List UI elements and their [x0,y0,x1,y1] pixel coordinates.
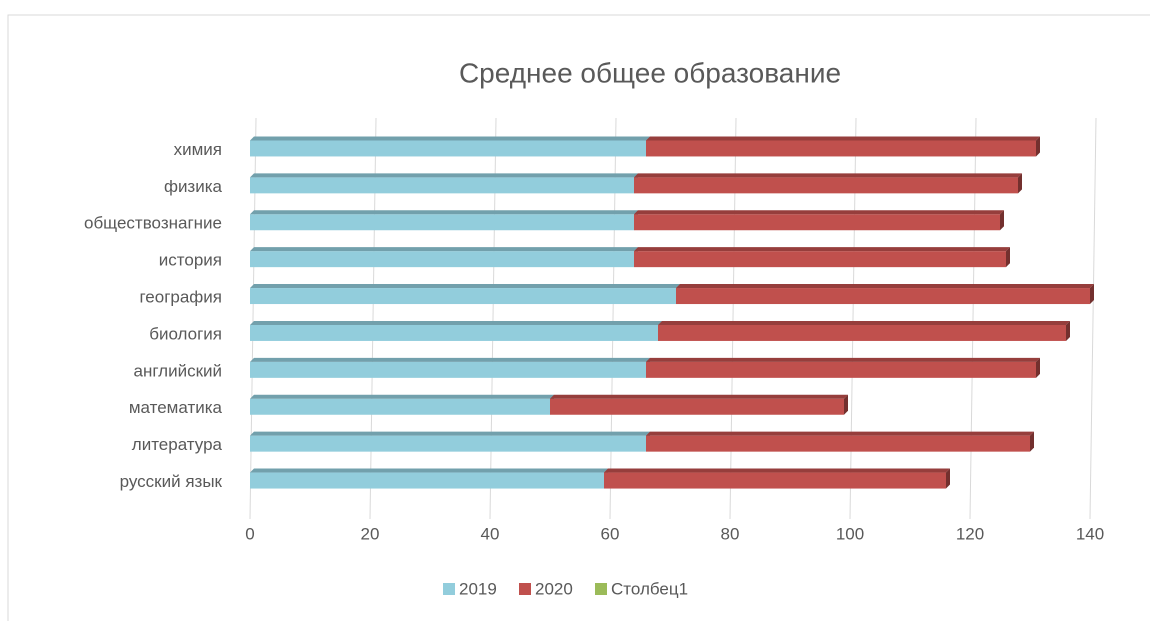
bar-side [1000,210,1004,231]
bar-top [634,210,1004,215]
bar-top [250,357,650,362]
bar-top [634,247,1010,252]
x-tick-label: 140 [1076,524,1104,543]
chart-title: Среднее общее образование [459,57,841,88]
bar [250,324,658,341]
bar-top [604,468,950,473]
bar [634,177,1018,194]
bar-top [250,394,554,399]
bar-top [550,394,848,399]
bar-top [250,136,650,141]
bar-top [250,431,650,436]
bar [250,214,634,231]
bar-top [250,320,662,325]
bar-side [844,394,848,415]
bar-top [250,210,638,215]
bar-side [1030,431,1034,452]
bar-top [250,284,680,289]
x-tick-label: 0 [245,524,254,543]
bar [250,251,634,268]
bar [646,361,1036,378]
bar [634,251,1006,268]
y-tick-label: русский язык [120,472,223,491]
bar [250,288,676,305]
bar [676,288,1090,305]
legend-swatch [443,583,455,595]
y-tick-label: литература [132,435,223,454]
legend-label: 2020 [535,579,573,598]
bar [250,140,646,157]
y-tick-label: английский [133,361,222,380]
bar [250,435,646,452]
y-tick-label: математика [129,398,223,417]
legend-label: Столбец1 [611,579,688,598]
bar-side [1066,320,1070,341]
bar [550,398,844,415]
bar [250,398,550,415]
bar-side [1018,173,1022,194]
bar [658,324,1066,341]
bar-side [1090,284,1094,305]
x-tick-label: 100 [836,524,864,543]
bar-side [1036,357,1040,378]
bar [646,140,1036,157]
bar-side [1036,136,1040,157]
bar-top [634,173,1022,178]
legend-swatch [519,583,531,595]
bar-top [676,284,1094,289]
bar [634,214,1000,231]
y-tick-label: биология [149,324,222,343]
bar [250,472,604,489]
bar-top [646,136,1040,141]
bar-top [250,173,638,178]
bar-top [646,431,1034,436]
bar-side [1006,247,1010,268]
grid-line [1089,117,1097,520]
bar-top [250,247,638,252]
chart-border [7,14,1150,626]
legend-swatch [595,583,607,595]
y-tick-label: история [159,251,222,270]
bar [250,361,646,378]
y-tick-label: география [139,288,222,307]
x-tick-label: 120 [956,524,984,543]
bar [604,472,946,489]
x-tick-label: 20 [361,524,380,543]
y-tick-label: химия [174,140,222,159]
bar-top [250,468,608,473]
y-tick-label: физика [164,177,223,196]
bar-top [658,320,1070,325]
bar [250,177,634,194]
bar-top [646,357,1040,362]
bar-side [946,468,950,489]
bar [646,435,1030,452]
x-tick-label: 60 [601,524,620,543]
legend-label: 2019 [459,579,497,598]
x-tick-label: 80 [721,524,740,543]
y-tick-label: обществознагние [84,214,222,233]
x-tick-label: 40 [481,524,500,543]
